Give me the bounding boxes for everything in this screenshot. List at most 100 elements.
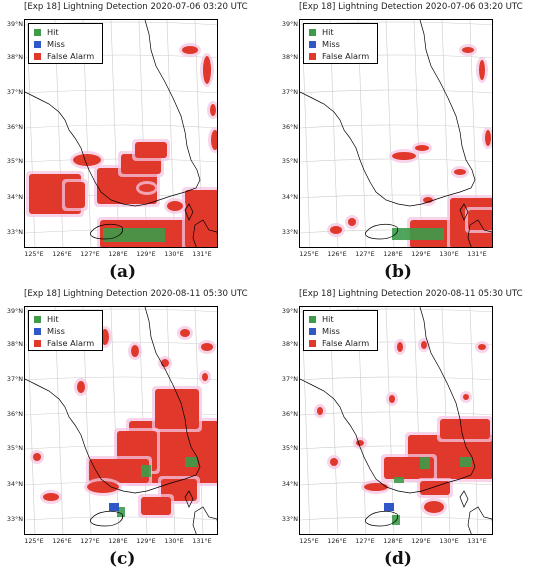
- lon-gridline: [138, 20, 148, 247]
- lon-label: 130°E: [164, 537, 184, 545]
- false-alarm-area: [33, 453, 41, 461]
- lon-label: 128°E: [108, 537, 128, 545]
- lat-label: 35°N: [281, 444, 298, 452]
- legend: Hit Miss False Alarm: [28, 310, 103, 351]
- lat-label: 37°N: [281, 88, 298, 96]
- false-alarm-area: [161, 359, 169, 367]
- false-alarm-area: [185, 190, 217, 247]
- false-alarm-area: [141, 497, 171, 515]
- map-canvas: [25, 307, 217, 534]
- coastline: [467, 219, 492, 247]
- lon-label: 128°E: [108, 250, 128, 258]
- false-alarm-area: [424, 501, 444, 513]
- lat-label: 34°N: [6, 193, 23, 201]
- legend-item-hit: Hit: [309, 314, 334, 325]
- legend-item-false-alarm: False Alarm: [34, 338, 94, 349]
- lat-label: 37°N: [6, 88, 23, 96]
- lat-label: 35°N: [6, 444, 23, 452]
- false-alarm-area: [77, 381, 85, 393]
- lat-gridline: [25, 89, 217, 94]
- coastline: [364, 223, 398, 240]
- legend-item-false-alarm: False Alarm: [309, 51, 369, 62]
- lat-label: 38°N: [281, 53, 298, 61]
- coastline: [25, 307, 201, 494]
- map-frame: Hit Miss False Alarm: [24, 306, 218, 535]
- lon-gridline: [110, 20, 120, 247]
- legend-label: Hit: [47, 27, 59, 37]
- lat-label: 34°N: [281, 193, 298, 201]
- lat-label: 38°N: [281, 340, 298, 348]
- lon-gridline: [413, 20, 423, 247]
- miss-swatch: [34, 328, 41, 335]
- lon-label: 127°E: [355, 250, 375, 258]
- panel-title: [Exp 18] Lightning Detection 2020-07-06 …: [24, 2, 248, 12]
- lon-label: 129°E: [136, 537, 156, 545]
- false-alarm-area: [463, 394, 469, 400]
- false-alarm-area: [479, 60, 485, 80]
- legend-item-hit: Hit: [34, 27, 59, 38]
- false-alarm-area: [348, 218, 356, 226]
- lat-label: 34°N: [281, 480, 298, 488]
- legend-item-hit: Hit: [309, 27, 334, 38]
- hit-area: [460, 457, 472, 467]
- lat-label: 36°N: [281, 123, 298, 131]
- lat-label: 33°N: [6, 515, 23, 523]
- coastline: [192, 219, 217, 247]
- coastline: [89, 510, 123, 527]
- miss-area: [384, 503, 394, 511]
- lat-gridline: [300, 89, 492, 94]
- coastline: [184, 490, 194, 508]
- lon-label: 131°E: [467, 537, 487, 545]
- coastline: [192, 506, 217, 534]
- false-alarm-area: [203, 56, 211, 84]
- false-alarm-area: [87, 481, 119, 493]
- false-alarm-area: [135, 142, 167, 158]
- lat-gridline: [25, 376, 217, 381]
- map-frame: Hit Miss False Alarm: [24, 19, 218, 248]
- lat-gridline: [300, 411, 492, 416]
- false-alarm-area: [182, 46, 198, 54]
- false-alarm-area: [462, 47, 474, 53]
- lon-label: 126°E: [327, 537, 347, 545]
- false-alarm-area: [89, 459, 149, 483]
- legend-item-miss: Miss: [309, 326, 340, 337]
- lat-gridline: [25, 124, 217, 129]
- hit-area: [420, 457, 430, 469]
- lon-label: 130°E: [164, 250, 184, 258]
- lat-label: 38°N: [6, 53, 23, 61]
- miss-swatch: [34, 41, 41, 48]
- lat-label: 37°N: [281, 375, 298, 383]
- false-alarm-area: [454, 169, 466, 175]
- hit-swatch: [309, 29, 316, 36]
- hit-area: [392, 228, 444, 240]
- legend-item-hit: Hit: [34, 314, 59, 325]
- hit-area: [392, 515, 400, 525]
- map-canvas: [300, 20, 492, 247]
- false-alarm-area: [180, 329, 190, 337]
- lon-label: 126°E: [327, 250, 347, 258]
- miss-swatch: [309, 41, 316, 48]
- false-alarm-area: [485, 130, 491, 146]
- lat-label: 36°N: [281, 410, 298, 418]
- lat-label: 35°N: [281, 157, 298, 165]
- coastline: [300, 307, 476, 494]
- legend-item-miss: Miss: [34, 326, 65, 337]
- lat-label: 39°N: [281, 307, 298, 315]
- lon-label: 125°E: [24, 250, 44, 258]
- map-frame: Hit Miss False Alarm: [299, 306, 493, 535]
- false-alarm-area: [421, 341, 427, 349]
- false-alarm-area: [364, 483, 388, 491]
- false-alarm-area: [356, 440, 364, 446]
- legend-label: Hit: [322, 314, 334, 324]
- false-alarm-area: [43, 493, 59, 501]
- coastline: [364, 510, 398, 527]
- false-alarm-swatch: [309, 53, 316, 60]
- false-alarm-area: [139, 184, 155, 192]
- legend: Hit Miss False Alarm: [28, 23, 103, 64]
- false-alarm-area: [201, 343, 213, 351]
- legend-label: Hit: [322, 27, 334, 37]
- lon-label: 130°E: [439, 537, 459, 545]
- lat-label: 33°N: [281, 228, 298, 236]
- lat-label: 35°N: [6, 157, 23, 165]
- false-alarm-area: [415, 145, 429, 151]
